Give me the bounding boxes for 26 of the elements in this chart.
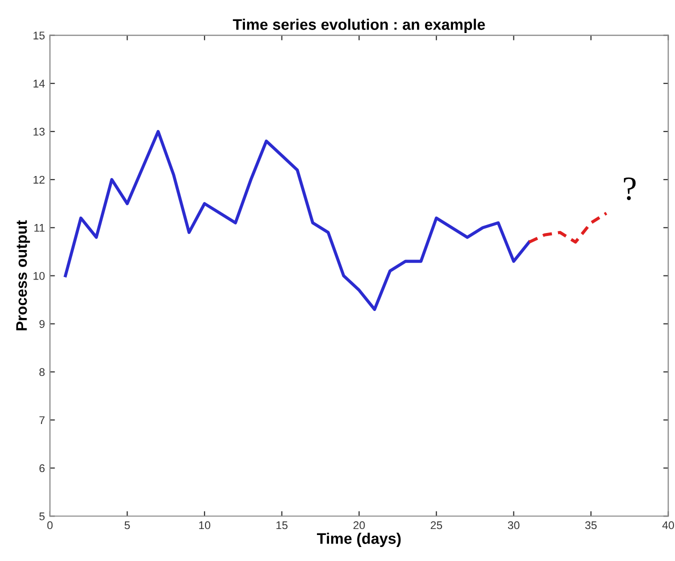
y-tick-label: 12: [34, 176, 45, 184]
chart-title: Time series evolution : an example: [232, 18, 485, 33]
y-tick-label: 9: [39, 320, 45, 328]
y-tick-label: 15: [34, 32, 45, 40]
y-tick-label: 5: [39, 512, 45, 520]
y-tick-label: 7: [39, 416, 45, 424]
y-axis-title: Process output: [16, 220, 30, 330]
x-tick-label: 15: [276, 521, 288, 530]
x-tick-label: 0: [47, 521, 53, 530]
x-tick-label: 25: [430, 521, 442, 530]
y-tick-label: 14: [34, 80, 45, 88]
line-series: [528, 212, 608, 244]
y-tick-label: 13: [34, 128, 45, 136]
y-tick-label: 10: [34, 272, 45, 280]
x-tick-label: 35: [585, 521, 597, 530]
x-tick-label: 40: [662, 521, 674, 530]
annotation: ?: [624, 178, 636, 200]
x-axis-title: Time (days): [316, 532, 401, 547]
y-tick-label: 6: [39, 464, 45, 472]
x-tick-label: 20: [353, 521, 365, 530]
x-tick-label: 5: [124, 521, 130, 530]
x-tick-label: 10: [199, 521, 210, 530]
y-tick-label: 8: [39, 368, 45, 376]
line-series: [64, 130, 531, 311]
y-tick-label: 11: [34, 224, 45, 232]
x-tick-label: 30: [508, 521, 520, 530]
